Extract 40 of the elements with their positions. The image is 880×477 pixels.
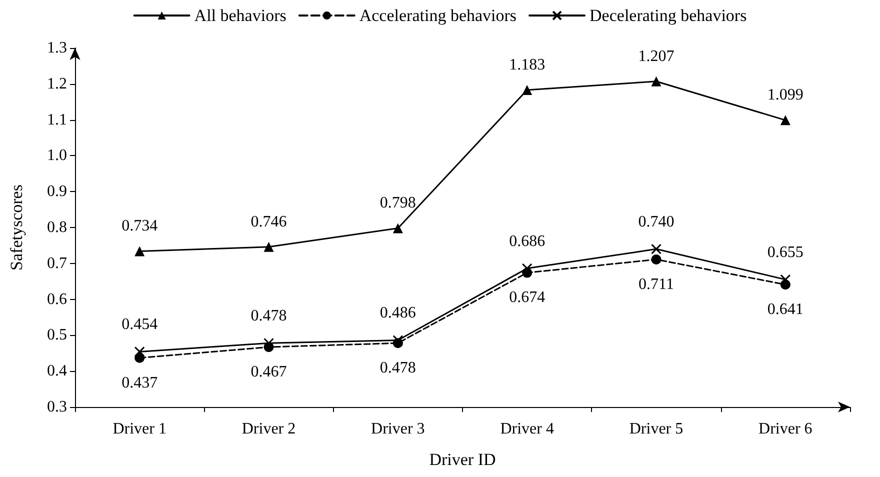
y-tick-label: 1.3 (47, 40, 67, 56)
data-label: 0.746 (250, 213, 287, 230)
data-label: 0.454 (122, 316, 158, 334)
x-tick-label: Driver 5 (629, 420, 684, 438)
legend-label: Accelerating behaviors (359, 6, 517, 25)
y-tick-label: 0.7 (47, 254, 67, 272)
x-tick-label: Driver 6 (758, 420, 812, 438)
data-label: 0.686 (509, 232, 546, 250)
data-label: 0.437 (122, 374, 158, 392)
data-label: 0.734 (122, 218, 158, 235)
data-label: 1.207 (638, 48, 674, 65)
legend-label: Decelerating behaviors (590, 6, 747, 25)
y-tick-label: 0.8 (47, 219, 67, 236)
y-tick-label: 0.5 (47, 326, 67, 344)
y-tick-label: 1.0 (47, 147, 67, 164)
data-label: 0.674 (509, 289, 546, 306)
legend-label: All behaviors (194, 6, 286, 25)
data-label: 0.486 (380, 304, 416, 322)
data-label: 0.478 (380, 360, 416, 377)
y-axis-title: Safetyscores (7, 184, 26, 270)
y-tick-label: 0.3 (47, 398, 67, 416)
data-label: 0.467 (250, 364, 287, 381)
x-tick-label: Driver 4 (500, 420, 554, 438)
y-tick-label: 0.6 (47, 290, 67, 308)
x-tick-label: Driver 3 (371, 420, 425, 438)
data-label: 1.183 (509, 56, 546, 74)
data-label: 0.798 (380, 194, 416, 212)
data-label: 0.740 (638, 214, 674, 231)
x-tick-label: Driver 1 (112, 420, 166, 438)
x-axis-title: Driver ID (429, 450, 496, 469)
x-tick-label: Driver 2 (242, 420, 296, 438)
data-label: 0.478 (250, 308, 287, 325)
y-tick-label: 0.9 (47, 183, 67, 200)
data-label: 0.711 (638, 276, 674, 293)
y-tick-label: 1.1 (47, 111, 67, 128)
data-label: 0.641 (767, 301, 804, 318)
data-label: 1.099 (767, 86, 804, 104)
y-tick-label: 1.2 (47, 75, 67, 92)
data-label: 0.655 (767, 244, 804, 262)
y-tick-label: 0.4 (47, 362, 67, 380)
